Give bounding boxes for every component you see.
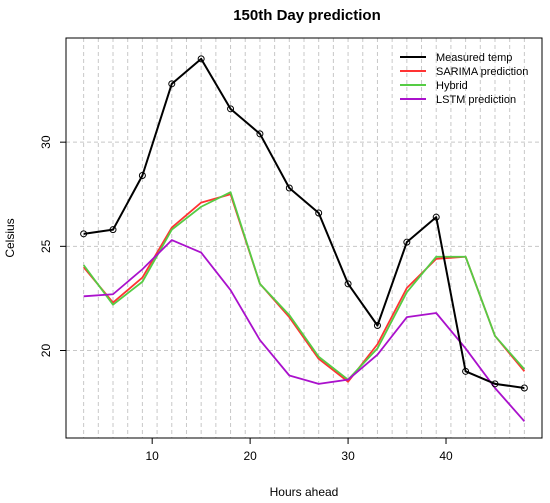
- data-point-measured-temp-3: [168, 80, 176, 88]
- data-point-measured-temp-10: [373, 322, 381, 329]
- x-tick-label-3: 40: [439, 449, 453, 463]
- data-point-measured-temp-12: [432, 213, 440, 221]
- x-tick-label-1: 20: [243, 449, 257, 463]
- x-tick-label-2: 30: [341, 449, 355, 463]
- plot-border: [65, 37, 543, 439]
- data-point-measured-temp-8: [315, 209, 323, 217]
- grid-lines: [66, 38, 542, 438]
- y-axis-label: Celsius: [3, 218, 17, 257]
- series-line-measured-temp: [83, 57, 525, 389]
- chart-title: 150th Day prediction: [233, 7, 381, 24]
- data-point-measured-temp-15: [520, 384, 528, 392]
- y-tick-label-1: 25: [39, 239, 53, 253]
- data-point-measured-temp-6: [256, 130, 264, 138]
- data-point-measured-temp-2: [138, 172, 146, 179]
- legend-label-3: LSTM prediction: [436, 94, 516, 106]
- x-axis-ticks: 10 20 30 40: [146, 438, 453, 463]
- data-point-measured-temp-13: [462, 367, 470, 375]
- data-point-measured-temp-4: [197, 55, 205, 63]
- legend-label-0: Measured temp: [436, 52, 512, 64]
- data-point-measured-temp-9: [344, 280, 352, 288]
- series-line-sarima-prediction: [82, 193, 526, 383]
- series-line-lstm-prediction: [83, 239, 526, 422]
- data-point-measured-temp-11: [403, 238, 411, 246]
- series-markers: [80, 55, 528, 392]
- data-point-measured-temp-14: [491, 380, 499, 388]
- data-point-measured-temp-7: [285, 184, 293, 192]
- data-point-measured-temp-5: [227, 105, 235, 113]
- y-tick-label-2: 30: [39, 135, 53, 149]
- data-point-measured-temp-1: [109, 226, 117, 234]
- legend-label-2: Hybrid: [436, 80, 468, 92]
- x-tick-label-0: 10: [146, 449, 160, 463]
- legend: Measured temp SARIMA prediction Hybrid LSTM…: [400, 52, 528, 106]
- x-axis-label: Hours ahead: [270, 485, 339, 499]
- y-tick-label-0: 20: [39, 344, 53, 358]
- y-axis-ticks: 20 25 30: [39, 135, 66, 357]
- legend-label-1: SARIMA prediction: [436, 66, 528, 78]
- series-lines: [82, 57, 526, 422]
- data-point-measured-temp-0: [80, 230, 88, 238]
